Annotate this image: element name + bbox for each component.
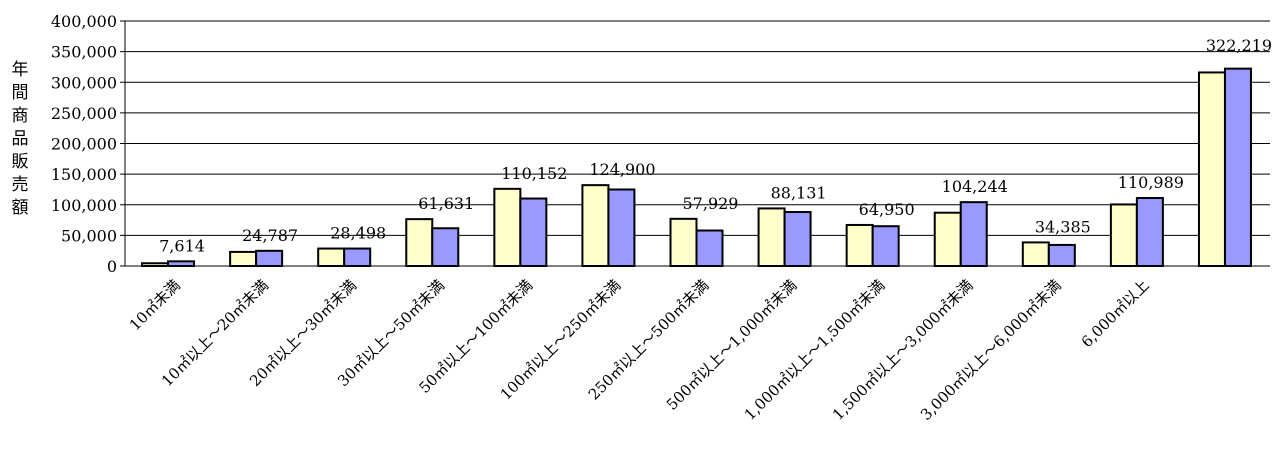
y-tick-label: 100,000 [51,196,117,215]
data-label: 124,900 [589,160,655,179]
y-tick-label: 350,000 [51,43,117,62]
data-label: 104,244 [942,177,1008,196]
data-label: 28,498 [330,224,386,243]
bar [317,247,346,267]
data-label: 322,219 [1206,36,1272,55]
bar [695,229,724,268]
x-category-label: 1,000㎡以上～1,500㎡未満 [741,276,889,424]
y-axis-label-char: 額 [12,198,29,218]
y-axis-label-char: 商 [12,106,29,126]
y-tick-label: 50,000 [61,226,117,245]
data-label: 110,989 [1118,173,1184,192]
y-axis: 0 50,000 100,000 150,000 200,000 250,000 300,0… [51,12,126,276]
x-category-label: 1,500㎡以上～3,000㎡未満 [829,276,977,424]
bar [581,184,610,267]
y-axis-label-char: 品 [12,129,29,149]
data-label: 61,631 [418,194,474,213]
y-tick-label: 400,000 [51,12,117,31]
bar [1197,71,1226,267]
y-axis-label: 年間商品販売額 [12,60,29,218]
x-category-label: 6,000㎡以上 [1078,276,1153,351]
y-axis-label-char: 売 [12,175,29,195]
x-category-label: 3,000㎡以上～6,000㎡未満 [917,276,1065,424]
bar [669,217,698,267]
data-label: 24,787 [242,226,298,245]
data-labels: 7,614 24,787 28,498 61,631 110,152 124,900 57,… [159,36,1272,255]
data-label: 110,152 [501,164,567,183]
bar [871,225,900,267]
bar [933,211,962,267]
bar [405,218,434,268]
bar [519,197,548,268]
data-label: 57,929 [683,194,739,213]
y-axis-label-char: 販 [12,152,29,172]
bar [757,207,786,268]
bar [1109,203,1138,268]
y-tick-label: 0 [107,257,117,276]
bar [845,223,874,267]
bar [959,201,988,267]
bar [1135,197,1164,268]
y-axis-label-char: 年 [12,60,29,80]
bar [167,260,196,268]
bar [783,211,812,267]
bar [607,188,636,267]
bar [229,250,258,268]
y-tick-label: 250,000 [51,104,117,123]
data-label: 7,614 [159,236,205,255]
y-tick-label: 300,000 [51,73,117,92]
y-tick-label: 200,000 [51,135,117,154]
bar [255,249,284,267]
bar [1223,67,1252,267]
gridlines [125,20,1270,267]
bars [141,67,1252,268]
bar [1021,241,1050,267]
data-label: 64,950 [859,200,915,219]
x-axis-categories: 10㎡未満10㎡以上～20㎡未満20㎡以上～30㎡未満30㎡以上～50㎡未満50… [126,276,1153,424]
data-label: 34,385 [1035,217,1091,236]
bar [141,262,170,267]
y-axis-label-char: 間 [12,83,29,103]
bar [343,247,372,267]
bar [431,227,460,267]
x-category-label: 10㎡未満 [126,276,184,334]
y-tick-label: 150,000 [51,165,117,184]
bar [1047,243,1076,268]
data-label: 88,131 [771,183,827,202]
bar [493,187,522,267]
